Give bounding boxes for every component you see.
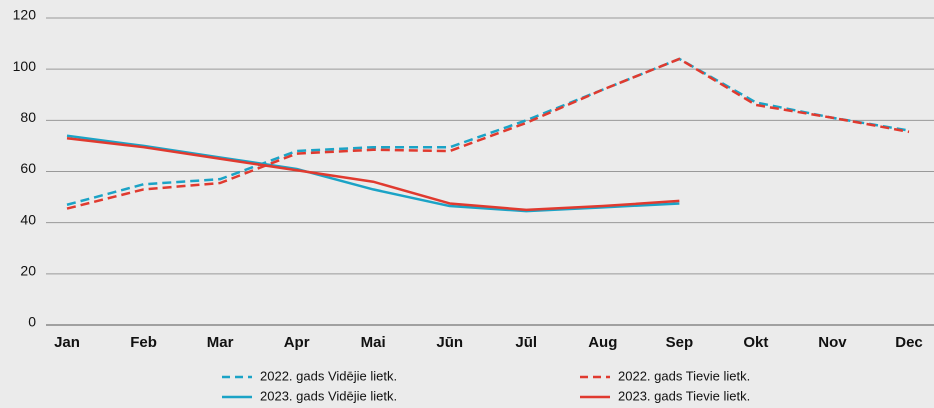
y-tick-label: 120 — [13, 7, 37, 23]
x-tick-label: Feb — [130, 334, 157, 351]
y-tick-label: 0 — [28, 314, 36, 330]
y-tick-label: 100 — [13, 58, 37, 74]
legend-label: 2022. gads Vidējie lietk. — [260, 368, 397, 383]
x-tick-label: Apr — [284, 334, 310, 351]
x-tick-label: Okt — [743, 334, 768, 351]
series-line — [66, 57, 910, 206]
x-tick-label: Sep — [666, 334, 694, 351]
legend-label: 2023. gads Tievie lietk. — [618, 388, 750, 403]
x-tick-label: Dec — [895, 334, 923, 351]
x-tick-label: Jūn — [436, 334, 463, 351]
x-tick-label: Jan — [54, 334, 80, 351]
legend-label: 2022. gads Tievie lietk. — [618, 368, 750, 383]
series-line — [66, 134, 680, 213]
x-tick-label: Mar — [207, 334, 234, 351]
x-tick-label: Mai — [361, 334, 386, 351]
y-tick-label: 40 — [20, 211, 36, 227]
x-tick-label: Aug — [588, 334, 617, 351]
y-tick-label: 60 — [20, 160, 36, 176]
legend-label: 2023. gads Vidējie lietk. — [260, 388, 397, 403]
series-line — [66, 137, 680, 212]
series-line — [66, 57, 910, 210]
x-tick-label: Jūl — [515, 334, 537, 351]
x-tick-label: Nov — [818, 334, 847, 351]
y-tick-label: 20 — [20, 263, 36, 279]
y-tick-label: 80 — [20, 109, 36, 125]
